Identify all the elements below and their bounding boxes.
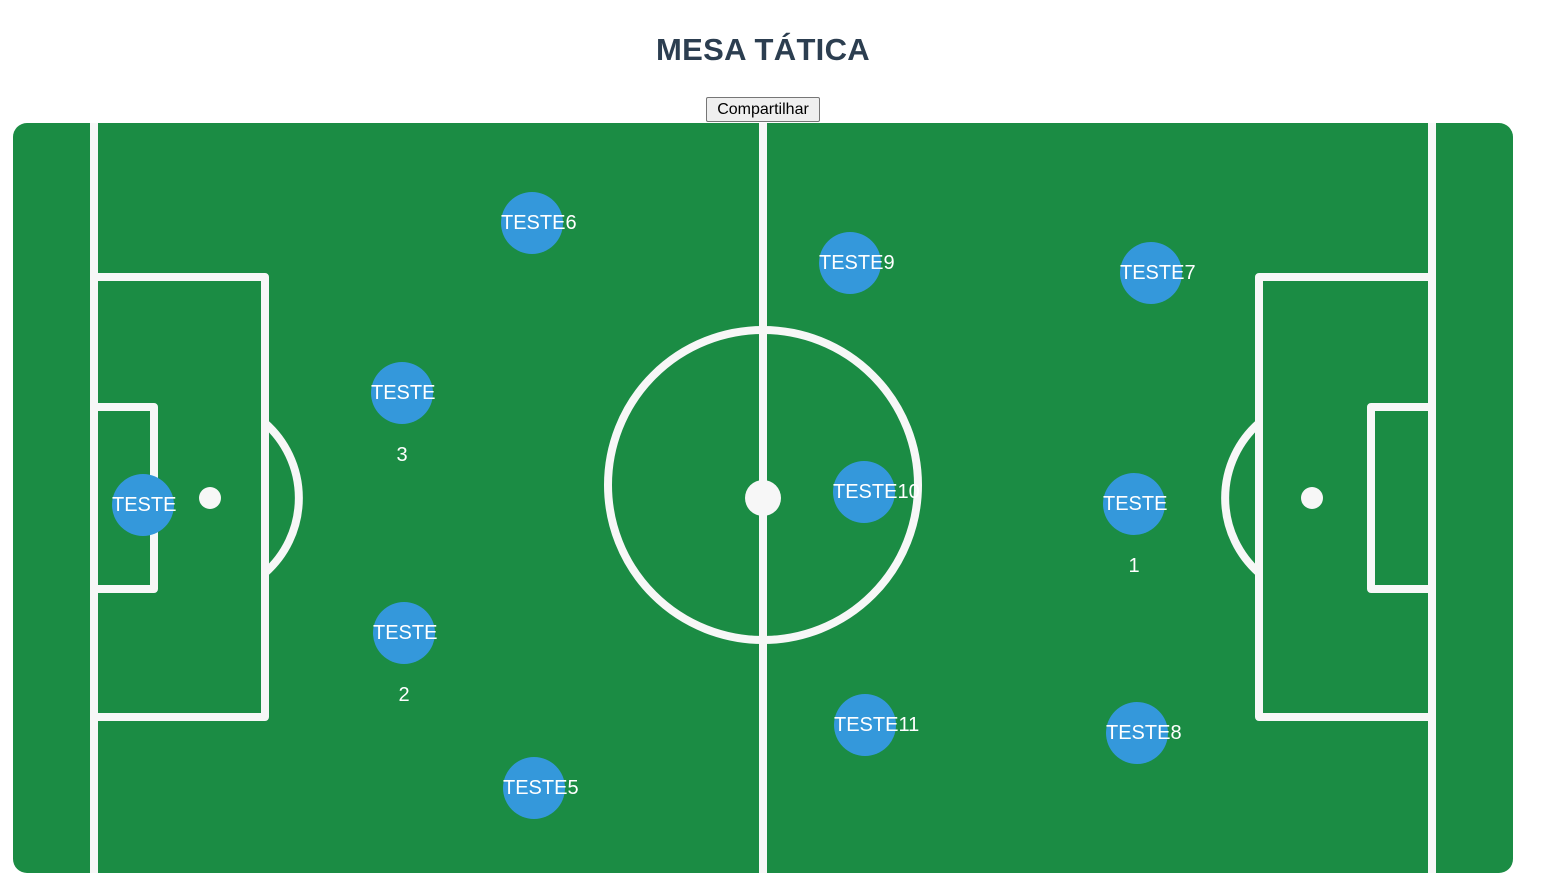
player-label: TESTE: [1103, 493, 1168, 515]
player-number: 1: [1128, 555, 1140, 577]
left-penalty-spot: [199, 487, 221, 509]
player-token[interactable]: TESTE11: [834, 694, 919, 756]
player-token[interactable]: TESTE8: [1106, 702, 1182, 764]
tactical-field: TESTE TESTE 3 TESTE 2 TESTE6 TESTE5 TEST…: [13, 123, 1513, 873]
right-penalty-area: [1255, 273, 1436, 721]
right-penalty-arc: [1221, 419, 1263, 577]
player-token[interactable]: TESTE 1: [1103, 473, 1168, 577]
left-penalty-area: [90, 273, 269, 721]
left-penalty-arc: [261, 419, 303, 577]
field-markings: [90, 123, 1436, 873]
player-token[interactable]: TESTE5: [503, 757, 579, 819]
player-label: TESTE: [373, 622, 438, 644]
player-number: 3: [396, 444, 408, 466]
player-token[interactable]: TESTE 2: [373, 602, 438, 706]
right-goal-area: [1367, 403, 1436, 593]
player-label: TESTE: [112, 494, 177, 516]
player-token[interactable]: TESTE6: [501, 192, 577, 254]
player-token[interactable]: TESTE7: [1120, 242, 1196, 304]
player-label: TESTE: [371, 382, 436, 404]
page-title: MESA TÁTICA: [656, 32, 870, 67]
player-token[interactable]: TESTE 3: [371, 362, 436, 466]
center-circle: [604, 326, 922, 644]
share-button[interactable]: Compartilhar: [706, 97, 820, 122]
player-label: TESTE9: [819, 252, 895, 274]
player-token[interactable]: TESTE: [112, 474, 177, 536]
player-label: TESTE8: [1106, 722, 1182, 744]
player-label: TESTE10: [833, 481, 920, 503]
player-number: 2: [398, 684, 410, 706]
right-penalty-spot: [1301, 487, 1323, 509]
player-label: TESTE11: [834, 714, 920, 736]
player-label: TESTE5: [503, 777, 579, 799]
player-token[interactable]: TESTE9: [819, 232, 895, 294]
player-label: TESTE7: [1120, 262, 1196, 284]
center-spot: [745, 480, 781, 516]
player-label: TESTE6: [501, 212, 577, 234]
player-token[interactable]: TESTE10: [833, 461, 920, 523]
